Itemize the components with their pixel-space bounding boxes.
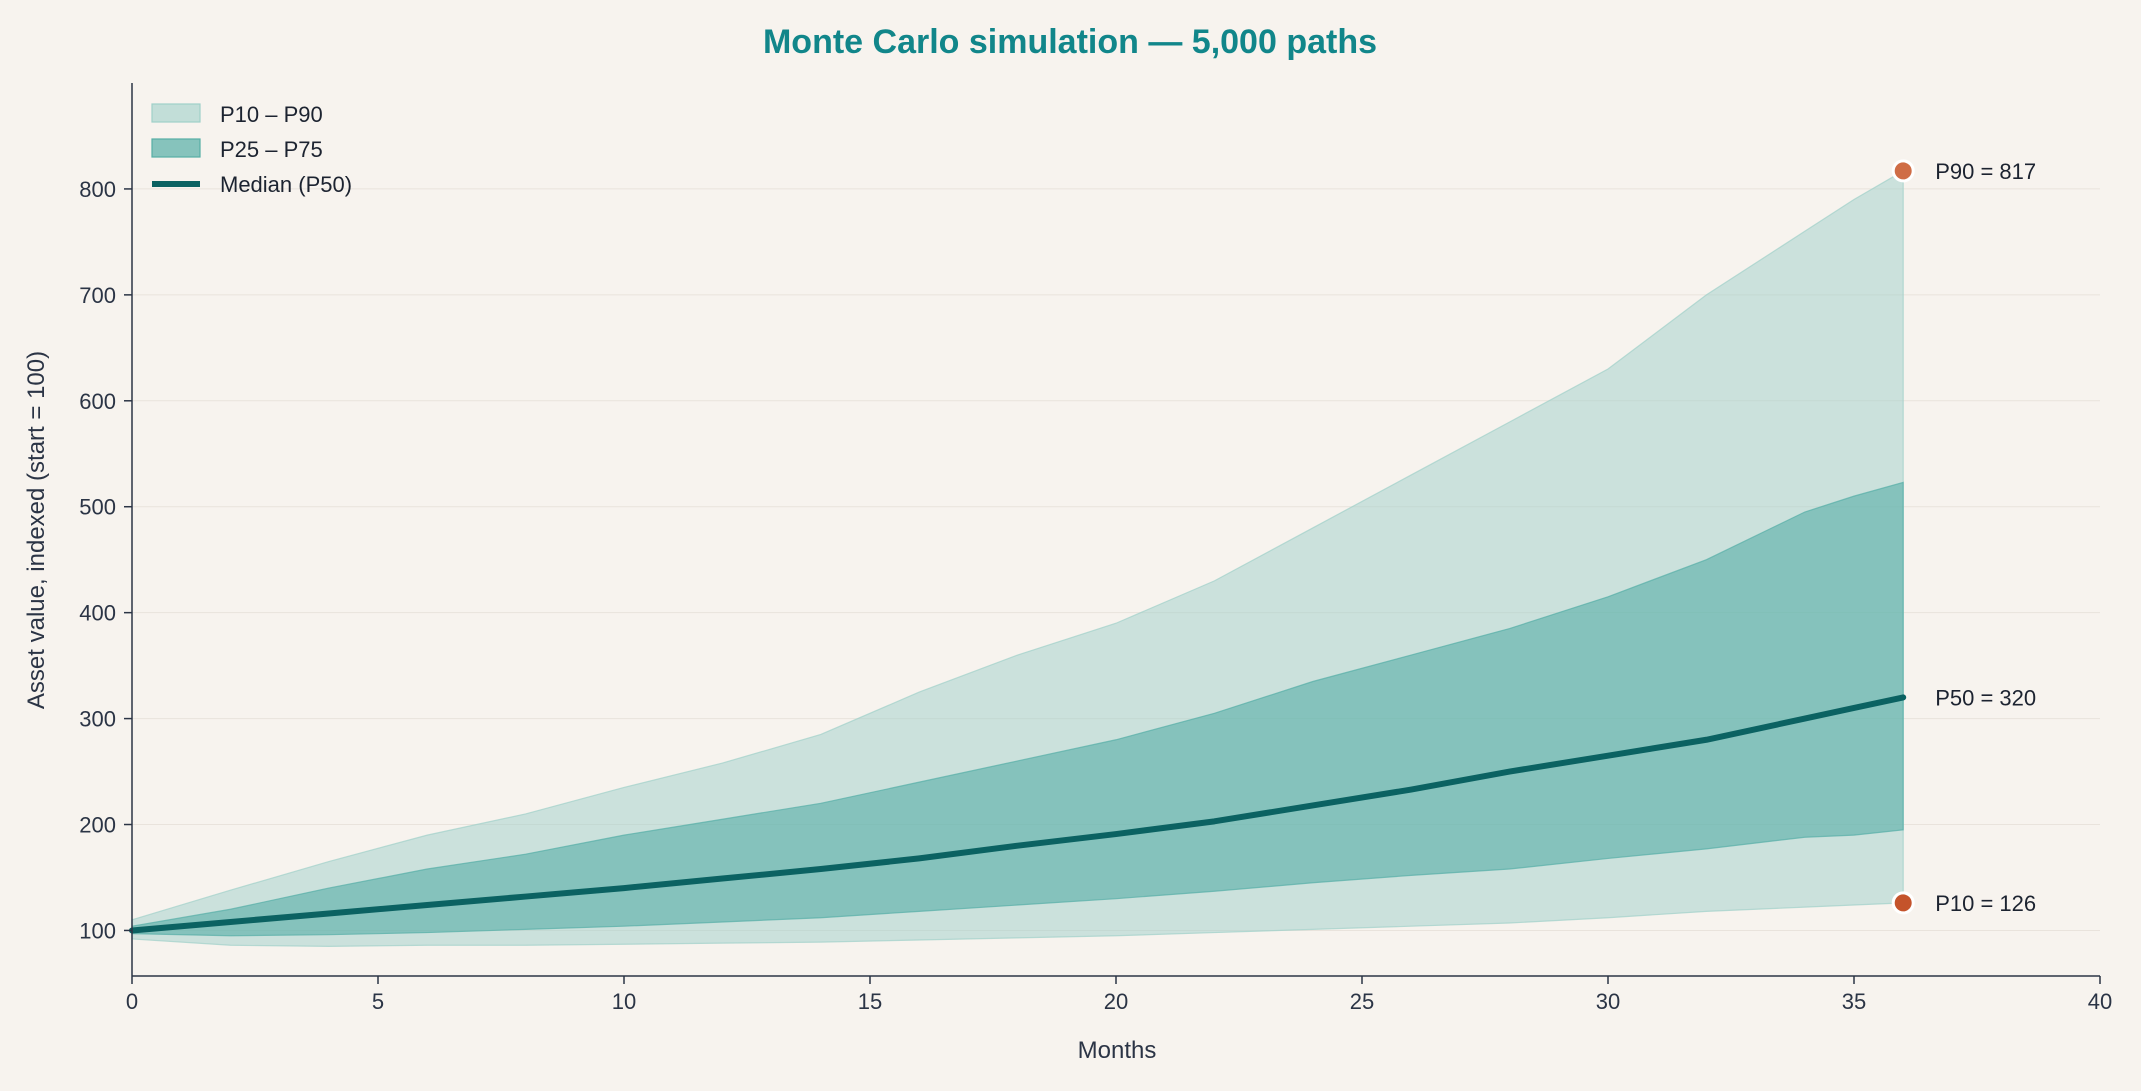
- y-tick-label-200: 200: [79, 813, 116, 838]
- legend: P10 – P90 P25 – P75 Median (P50): [151, 102, 352, 197]
- x-tick-label-20: 20: [1104, 989, 1128, 1014]
- x-tick-label-10: 10: [612, 989, 636, 1014]
- x-axis-label: Months: [1078, 1037, 1157, 1064]
- annotation-p10: P10 = 126: [1935, 891, 2036, 916]
- bands: [131, 169, 1904, 947]
- annotation-p90: P90 = 817: [1935, 159, 2036, 184]
- annotation-p50: P50 = 320: [1935, 685, 2036, 710]
- chart-title: Monte Carlo simulation — 5,000 paths: [763, 23, 1377, 61]
- y-tick-label-800: 800: [79, 177, 116, 202]
- x-tick-label-0: 0: [126, 989, 138, 1014]
- y-tick-label-100: 100: [79, 918, 116, 943]
- x-tick-label-15: 15: [858, 989, 882, 1014]
- band-p25-p75: [131, 481, 1904, 937]
- y-tick-label-400: 400: [79, 601, 116, 626]
- legend-label-median: Median (P50): [220, 172, 352, 197]
- x-tick-label-35: 35: [1842, 989, 1866, 1014]
- y-axis-label: Asset value, indexed (start = 100): [23, 351, 50, 709]
- median-line: [129, 694, 1907, 934]
- lines: [129, 694, 1907, 934]
- marker-p90: [1891, 159, 1915, 183]
- y-tick-label-500: 500: [79, 495, 116, 520]
- marker-p10: [1891, 891, 1915, 915]
- annotations: P90 = 817 P50 = 320 P10 = 126: [1891, 159, 2036, 916]
- legend-label-p25-p75: P25 – P75: [220, 137, 323, 162]
- y-tick-label-300: 300: [79, 707, 116, 732]
- x-tick-label-40: 40: [2088, 989, 2112, 1014]
- legend-label-p10-p90: P10 – P90: [220, 102, 323, 127]
- x-tick-label-25: 25: [1350, 989, 1374, 1014]
- ticks: 0 5 10 15 20 25 30 35 40 100 200 300 400 500 600 700 800: [79, 177, 2112, 1014]
- legend-swatch-p25-p75: [151, 138, 201, 158]
- x-tick-label-5: 5: [372, 989, 384, 1014]
- legend-swatch-p10-p90: [151, 103, 201, 123]
- x-tick-label-30: 30: [1596, 989, 1620, 1014]
- y-tick-label-600: 600: [79, 389, 116, 414]
- y-tick-label-700: 700: [79, 283, 116, 308]
